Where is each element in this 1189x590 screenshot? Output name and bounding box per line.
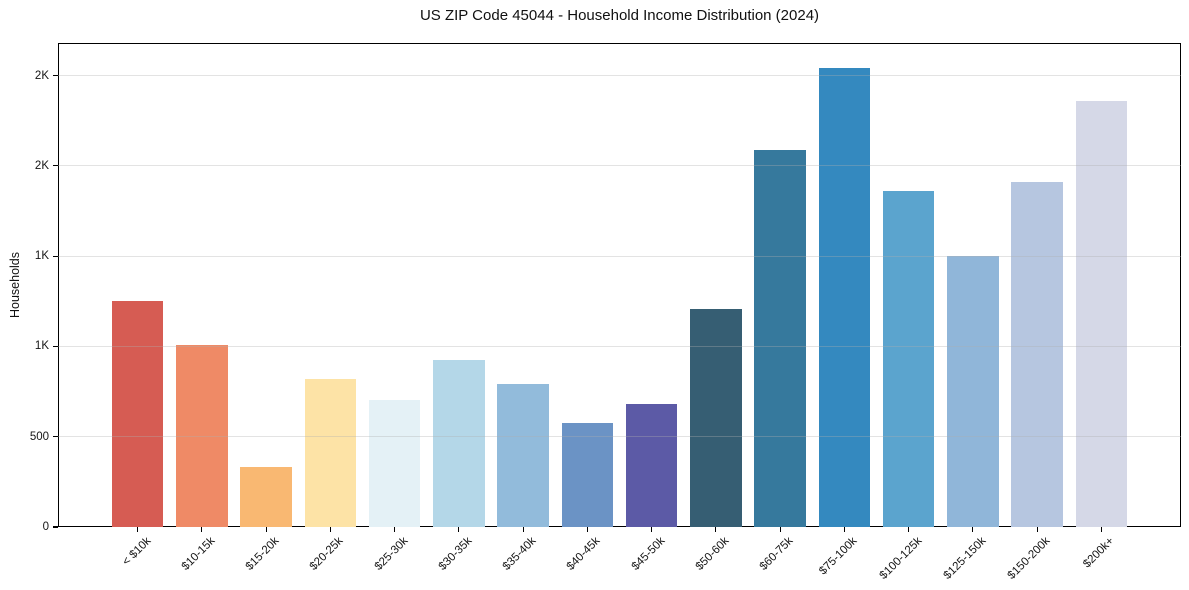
- x-tick-mark: [843, 527, 845, 532]
- x-tick-mark: [201, 527, 203, 532]
- bar: [111, 301, 164, 527]
- x-tick-mark: [522, 527, 524, 532]
- bar: [690, 308, 742, 527]
- y-tick-mark: [53, 165, 58, 167]
- x-tick-mark: [458, 527, 460, 532]
- x-tick-mark: [715, 527, 717, 532]
- bar: [625, 404, 678, 527]
- bar: [433, 359, 485, 527]
- x-tick-mark: [1036, 527, 1038, 532]
- y-tick-label: 1K: [34, 340, 49, 353]
- y-tick-label: 2K: [34, 159, 49, 172]
- y-tick-label: 2K: [34, 69, 49, 82]
- gridline: [58, 75, 1181, 76]
- y-tick-label: 1K: [34, 250, 49, 263]
- y-tick-mark: [53, 526, 58, 528]
- bar: [304, 378, 357, 527]
- x-tick-mark: [651, 527, 653, 532]
- bar: [1011, 182, 1063, 527]
- bar: [947, 256, 999, 527]
- x-tick-mark: [137, 527, 139, 532]
- y-tick-label: 0: [42, 521, 49, 533]
- x-tick-mark: [329, 527, 331, 532]
- bar: [754, 149, 806, 527]
- x-tick-mark: [779, 527, 781, 532]
- bar: [368, 399, 421, 527]
- chart-title: US ZIP Code 45044 - Household Income Dis…: [419, 7, 820, 24]
- bar: [882, 191, 935, 527]
- bar: [176, 344, 228, 527]
- bar: [1075, 100, 1128, 527]
- y-tick-mark: [53, 345, 58, 347]
- gridline: [58, 255, 1181, 257]
- gridline: [58, 165, 1181, 167]
- gridline: [58, 345, 1181, 347]
- bar: [497, 384, 549, 527]
- x-tick-mark: [586, 527, 588, 532]
- x-tick-mark: [972, 527, 974, 532]
- y-tick-mark: [53, 74, 58, 77]
- gridline: [58, 436, 1181, 438]
- x-tick-mark: [265, 527, 267, 532]
- x-tick-label: < $10k: [119, 535, 154, 569]
- bar: [818, 68, 871, 527]
- bar: [561, 423, 614, 527]
- y-tick-mark: [53, 436, 58, 438]
- x-tick-mark: [1100, 527, 1102, 532]
- x-tick-mark: [908, 527, 910, 532]
- x-tick-mark: [394, 527, 396, 532]
- y-tick-mark: [53, 255, 58, 257]
- y-tick-label: 500: [29, 430, 49, 443]
- bar: [240, 467, 292, 527]
